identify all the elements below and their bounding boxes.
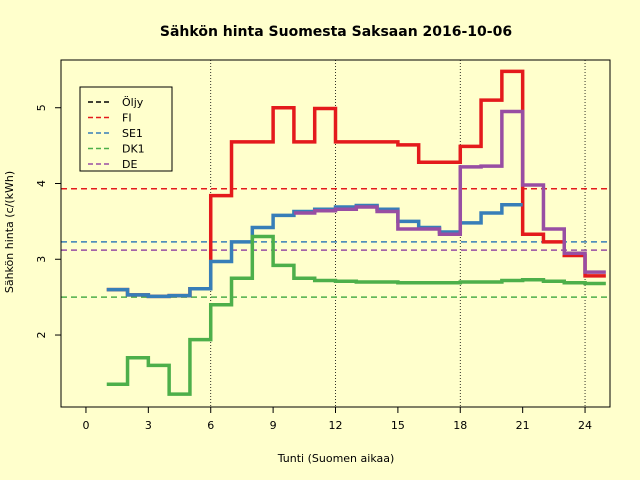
x-tick-label: 24 (578, 419, 592, 432)
legend-item: DK1 (88, 143, 145, 156)
x-tick-label: 3 (145, 419, 152, 432)
x-tick-label: 9 (270, 419, 277, 432)
x-tick-label: 18 (453, 419, 467, 432)
legend-label: DK1 (122, 143, 145, 156)
legend-items: Öljy FI SE1 DK1 DE (88, 96, 145, 171)
y-tick-label: 3 (35, 256, 48, 263)
legend-label: SE1 (122, 127, 143, 140)
y-tick-label: 2 (35, 332, 48, 339)
plot-frame (60, 59, 611, 408)
legend-label: DE (122, 158, 137, 171)
legend-item: SE1 (88, 127, 143, 140)
series-line-de (293, 109, 606, 274)
y-tick-label: 4 (35, 180, 48, 187)
x-tick-label: 0 (82, 419, 89, 432)
x-tick-label: 6 (207, 419, 214, 432)
legend-box (79, 86, 173, 172)
legend-label: Öljy (122, 96, 144, 109)
x-axis-label: Tunti (Suomen aikaa) (277, 452, 395, 465)
x-tick-label: 21 (516, 419, 530, 432)
series-line-dk1 (106, 234, 606, 396)
legend-item: Öljy (88, 96, 144, 109)
legend-item: DE (88, 158, 137, 171)
y-axis-label: Sähkön hinta (c/(kWh) (3, 171, 16, 293)
legend: Öljy FI SE1 DK1 DE (79, 86, 173, 172)
x-tick-label: 15 (391, 419, 405, 432)
series-lines (106, 69, 606, 396)
x-tick-label: 12 (329, 419, 343, 432)
legend-item: FI (88, 112, 132, 125)
legend-label: FI (122, 112, 132, 125)
chart-title: Sähkön hinta Suomesta Saksaan 2016-10-06 (160, 24, 512, 40)
y-tick-label: 5 (35, 104, 48, 111)
